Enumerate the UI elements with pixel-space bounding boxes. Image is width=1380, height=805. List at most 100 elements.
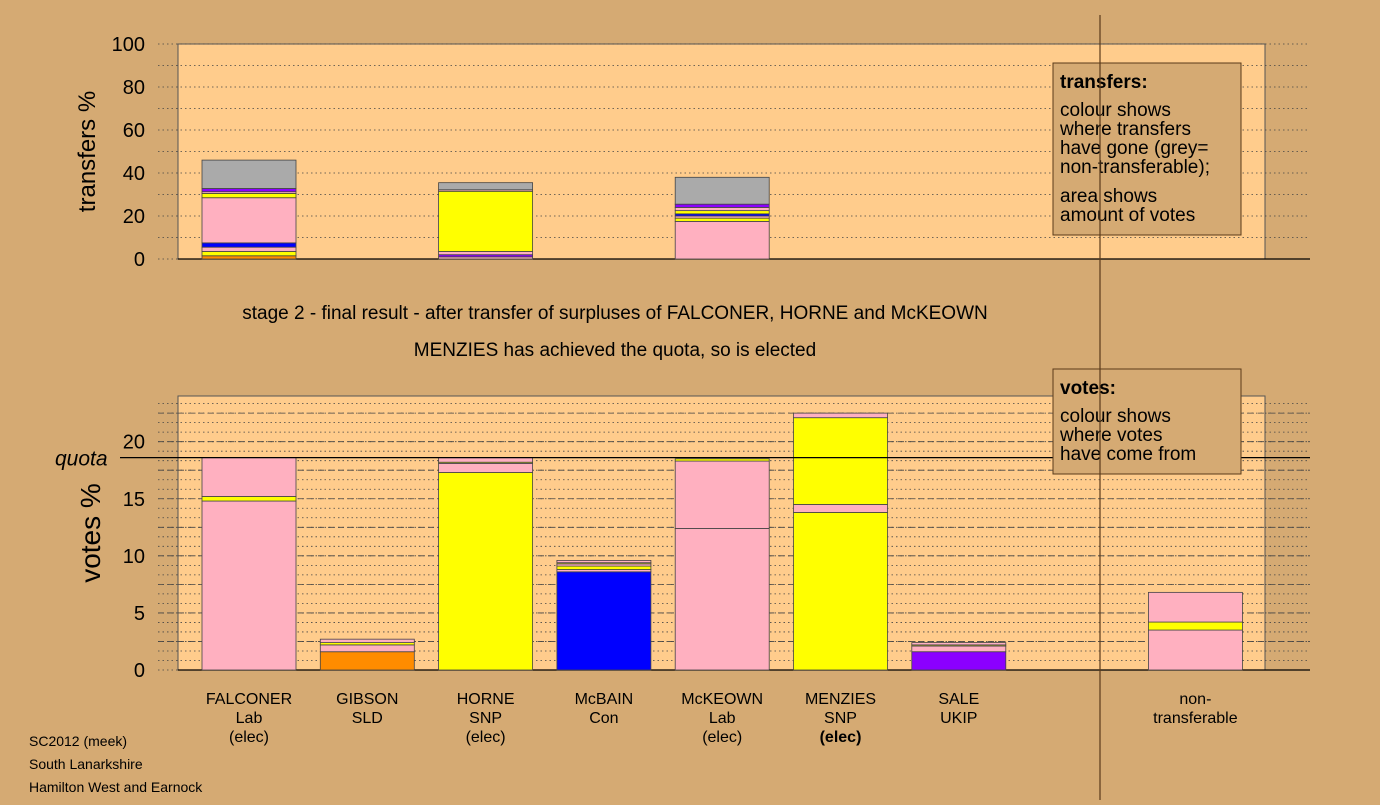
candidate-status: (elec)	[820, 729, 862, 746]
bar-segment	[201, 251, 297, 257]
y-tick-label: 20	[123, 206, 145, 228]
candidate-label: SNP	[824, 710, 857, 727]
bar-segment	[319, 638, 415, 643]
candidate-status: (elec)	[229, 729, 269, 746]
bar-segment	[556, 565, 652, 570]
legend-line: colour shows	[1060, 406, 1171, 427]
bar-segment	[438, 472, 534, 671]
bar-segment	[793, 417, 888, 505]
legend-line: have gone (grey=	[1060, 138, 1208, 159]
legend-line: colour shows	[1060, 100, 1171, 121]
candidate-status: (elec)	[702, 729, 742, 746]
candidate-status: (elec)	[466, 729, 506, 746]
y-tick-label: 0	[134, 249, 145, 271]
bar-segment	[438, 462, 534, 473]
candidate-label: HORNE	[457, 691, 515, 708]
y-tick-label: 0	[134, 660, 145, 682]
bar-segment	[1148, 629, 1243, 671]
bar-segment	[438, 182, 534, 191]
legend-line: where votes	[1059, 425, 1162, 446]
bar-segment	[201, 193, 297, 199]
bar-segment	[674, 528, 770, 671]
bar-segment	[674, 220, 770, 260]
y-axis-label: transfers %	[74, 91, 101, 212]
legend-title: transfers:	[1060, 72, 1148, 93]
candidate-label: MENZIES	[805, 691, 876, 708]
bar-segment	[438, 457, 534, 463]
legend-line: where transfers	[1059, 119, 1191, 140]
bar-segment	[1148, 591, 1243, 623]
legend-box	[1052, 62, 1242, 236]
candidate-label: FALCONER	[206, 691, 292, 708]
bar-segment	[438, 190, 534, 252]
bar-segment	[911, 651, 1007, 671]
bar-segment	[201, 246, 297, 252]
y-tick-label: 20	[123, 432, 145, 454]
bar-segment	[438, 251, 534, 256]
bar-segment	[674, 210, 770, 215]
footer-election: SC2012 (meek)	[29, 733, 128, 749]
y-axis-label: votes %	[75, 483, 106, 583]
y-tick-label: 100	[112, 34, 145, 56]
bar-segment	[674, 460, 770, 529]
bar-segment	[201, 255, 297, 260]
bar-segment	[201, 496, 297, 502]
candidate-label: McKEOWN	[681, 691, 763, 708]
bar-segment	[319, 651, 415, 671]
candidate-label: McBAIN	[575, 691, 634, 708]
y-tick-label: 5	[134, 603, 145, 625]
bar-segment	[556, 560, 652, 564]
bar-segment	[201, 197, 297, 244]
candidate-label: SALE	[938, 691, 979, 708]
bar-segment	[201, 188, 297, 193]
bar-segment	[911, 642, 1007, 646]
stage-caption: stage 2 - final result - after transfer …	[242, 303, 987, 324]
bar-segment	[674, 206, 770, 212]
y-tick-label: 15	[123, 489, 145, 511]
bar-segment	[201, 500, 297, 671]
bar-segment	[793, 412, 888, 419]
y-tick-label: 40	[123, 163, 145, 185]
candidate-label: Con	[589, 710, 618, 727]
legend-line: non-transferable);	[1060, 157, 1210, 178]
footer-council: South Lanarkshire	[29, 756, 143, 772]
candidate-label: SLD	[352, 710, 383, 727]
legend-line: amount of votes	[1060, 205, 1195, 226]
bar-segment	[793, 504, 888, 513]
candidate-label: non-	[1179, 691, 1211, 708]
bar-segment	[674, 203, 770, 208]
candidate-label: transferable	[1153, 710, 1238, 727]
candidate-labels: FALCONER Lab (elec) GIBSON SLD HORNE SNP (elec)…	[206, 691, 1238, 746]
candidate-label: SNP	[469, 710, 502, 727]
bar-segment	[319, 644, 415, 653]
bar-segment	[201, 457, 297, 497]
candidate-label: Lab	[236, 710, 263, 727]
legend-title: votes:	[1060, 378, 1116, 399]
legend-line: have come from	[1060, 444, 1196, 465]
legend-box	[1052, 368, 1242, 475]
candidate-label: Lab	[709, 710, 736, 727]
y-tick-label: 80	[123, 77, 145, 99]
bar-segment	[674, 176, 770, 205]
y-tick-label: 60	[123, 120, 145, 142]
candidate-label: UKIP	[940, 710, 977, 727]
quota-label: quota	[55, 448, 108, 471]
bar-segment	[674, 458, 770, 462]
candidate-label: GIBSON	[336, 691, 398, 708]
bar-segment	[674, 217, 770, 222]
elected-caption: MENZIES has achieved the quota, so is el…	[414, 340, 816, 361]
y-tick-label: 10	[123, 546, 145, 568]
legend-line: area shows	[1060, 186, 1157, 207]
votes-chart: 0 5 10 15 20 votes % quota	[55, 395, 1310, 682]
bar-segment	[793, 512, 888, 671]
bar-segment	[201, 159, 297, 189]
bar-segment	[556, 571, 652, 671]
footer-ward: Hamilton West and Earnock	[29, 779, 203, 795]
bar-segment	[911, 645, 1007, 653]
bar-segment	[1148, 621, 1243, 631]
bar-segment	[201, 242, 297, 248]
